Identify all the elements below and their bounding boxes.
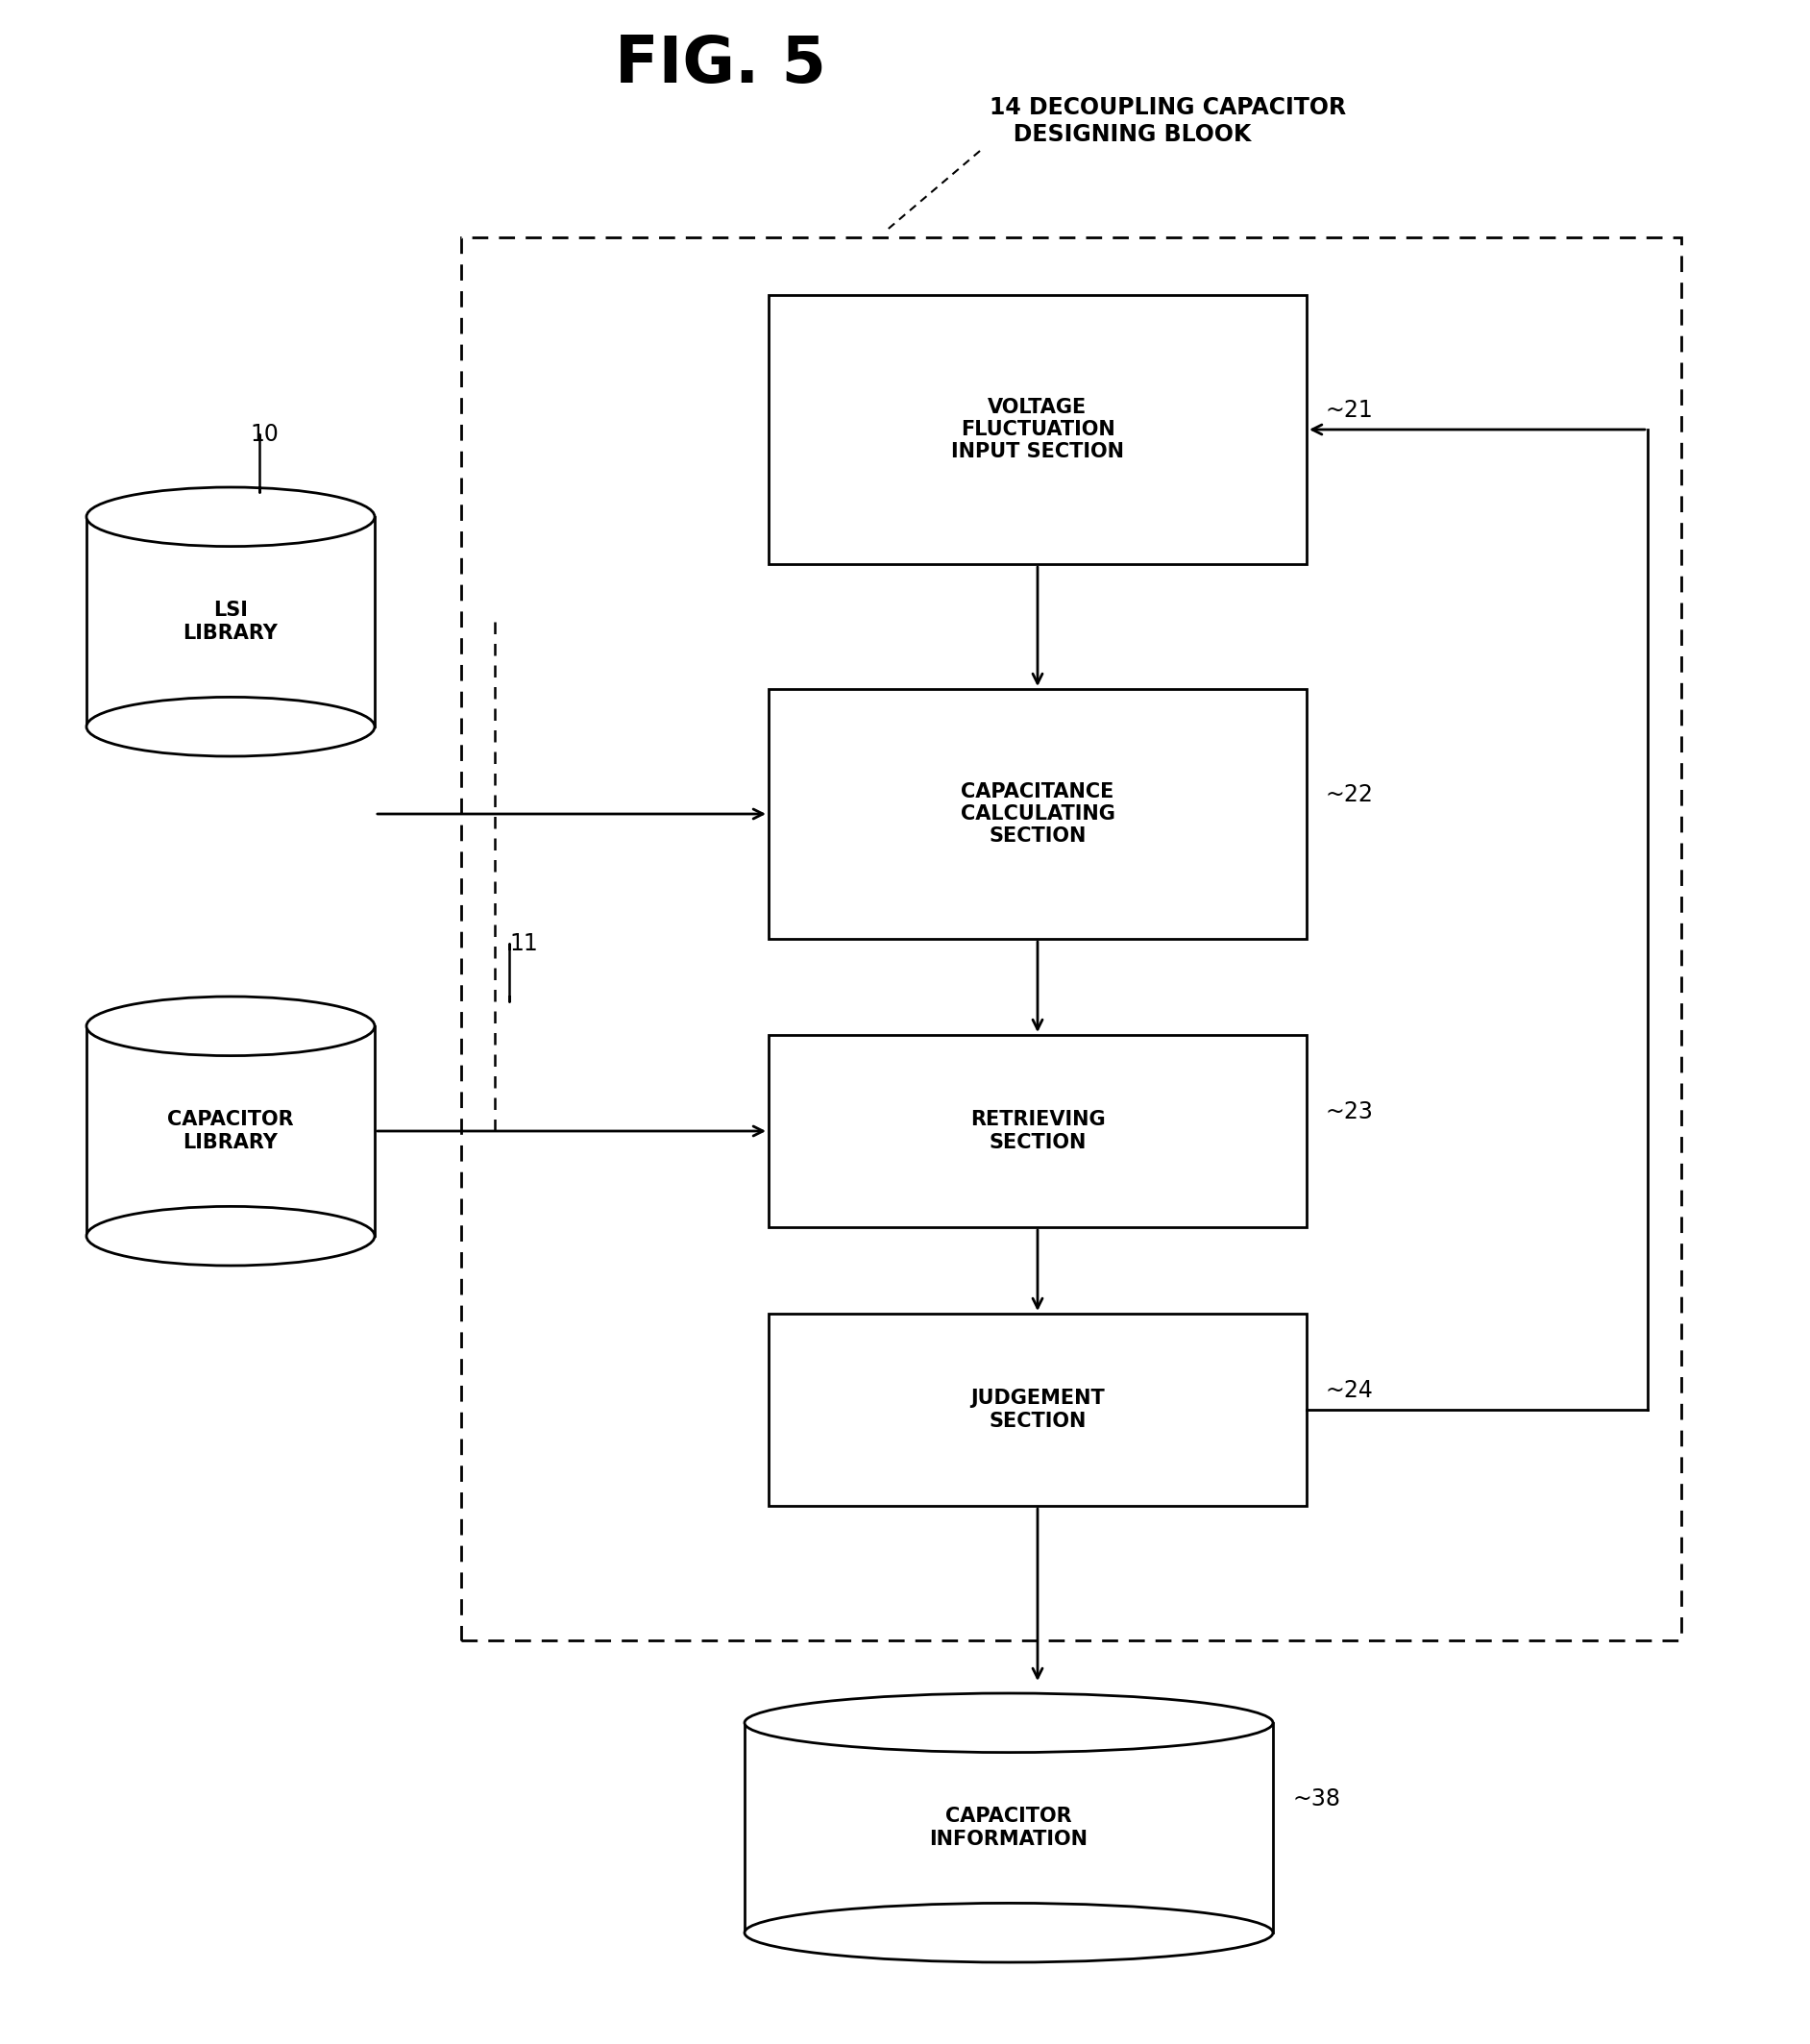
Bar (769, 1314, 1307, 1506)
Bar (769, 1034, 1307, 1226)
Text: FIG. 5: FIG. 5 (615, 33, 825, 96)
Text: ~23: ~23 (1325, 1100, 1374, 1124)
Bar (87, 517, 375, 728)
Text: CAPACITANCE
CALCULATING
SECTION: CAPACITANCE CALCULATING SECTION (961, 783, 1115, 846)
Text: VOLTAGE
FLUCTUATION
INPUT SECTION: VOLTAGE FLUCTUATION INPUT SECTION (950, 399, 1124, 462)
Text: 11: 11 (509, 932, 538, 955)
Ellipse shape (87, 1206, 375, 1265)
Text: CAPACITOR
INFORMATION: CAPACITOR INFORMATION (930, 1807, 1088, 1848)
Ellipse shape (744, 1692, 1272, 1752)
Text: LSI
LIBRARY: LSI LIBRARY (183, 601, 279, 642)
Bar (87, 1026, 375, 1237)
Bar (769, 689, 1307, 938)
Text: ~21: ~21 (1325, 399, 1374, 421)
Ellipse shape (87, 997, 375, 1057)
Bar (462, 237, 1681, 1641)
Text: ~38: ~38 (1292, 1786, 1339, 1811)
Ellipse shape (87, 486, 375, 546)
Text: CAPACITOR
LIBRARY: CAPACITOR LIBRARY (167, 1110, 293, 1153)
Bar (769, 294, 1307, 564)
Text: 10: 10 (250, 423, 279, 446)
Ellipse shape (744, 1903, 1272, 1962)
Text: ~22: ~22 (1325, 783, 1374, 805)
Text: ~24: ~24 (1325, 1380, 1374, 1402)
Ellipse shape (87, 697, 375, 756)
Text: 14 DECOUPLING CAPACITOR
   DESIGNING BLOOK: 14 DECOUPLING CAPACITOR DESIGNING BLOOK (990, 96, 1347, 145)
Text: RETRIEVING
SECTION: RETRIEVING SECTION (970, 1110, 1106, 1153)
Text: JUDGEMENT
SECTION: JUDGEMENT SECTION (970, 1390, 1104, 1431)
Bar (744, 1723, 1272, 1934)
